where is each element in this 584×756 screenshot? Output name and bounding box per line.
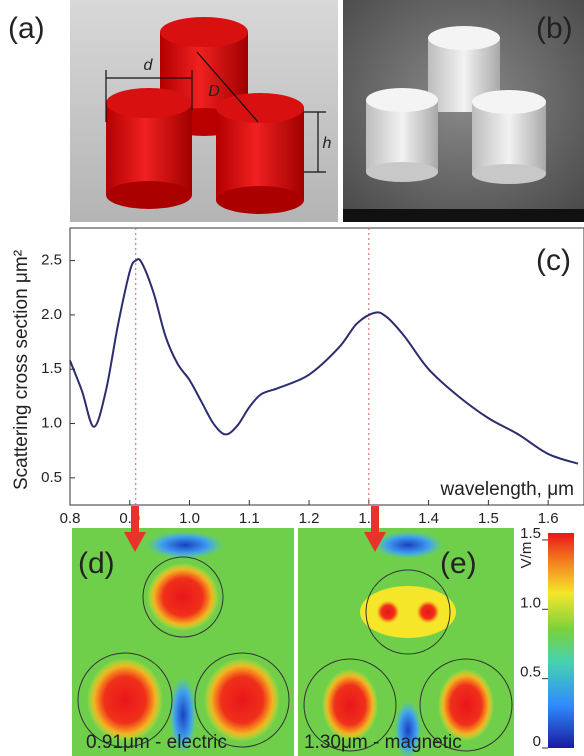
colorbar-tick-label: 1.0 — [520, 594, 541, 611]
panel-label: (a) — [8, 12, 45, 45]
y-tick-label: 2.0 — [41, 306, 62, 323]
schematic: d D h — [70, 0, 338, 222]
caption: 0.91μm - electric — [86, 732, 227, 753]
y-tick-label: 1.5 — [41, 360, 62, 377]
caption: 1.30μm - magnetic — [304, 732, 462, 753]
panel-label: (d) — [78, 547, 115, 580]
panel-label: (b) — [536, 12, 573, 45]
figure: d D h (a) (b) (c) Scattering cross secti… — [0, 0, 584, 756]
plot-frame — [70, 228, 584, 505]
colorbar-label: V/m — [518, 542, 535, 569]
x-tick-label: 1.0 — [179, 510, 200, 527]
x-axis-title: wavelength, μm — [440, 479, 574, 500]
y-axis-title: Scattering cross section μm² — [11, 250, 32, 490]
colorbar-tick-label: 1.5 — [520, 525, 541, 542]
y-tick-label: 1.0 — [41, 414, 62, 431]
x-tick-label: 1.1 — [239, 510, 260, 527]
field-map: (d) 0.91μm - electric — [72, 528, 294, 756]
field-map: (e) 1.30μm - magnetic — [298, 528, 514, 756]
colorbar-tick-label: 0 — [533, 733, 541, 750]
x-tick-label: 1.4 — [418, 510, 439, 527]
panel-label: (c) — [536, 244, 571, 277]
x-tick-label: 1.2 — [299, 510, 320, 527]
data-line — [70, 259, 578, 464]
y-tick-label: 2.5 — [41, 252, 62, 269]
line-chart: Scattering cross section μm² wavelength,… — [11, 228, 584, 527]
label-D: D — [208, 83, 220, 100]
colorbar: V/m 0 0.5 1.0 1.5 — [518, 525, 574, 750]
x-tick-label: 1.5 — [478, 510, 499, 527]
y-tick-label: 0.5 — [41, 469, 62, 486]
label-d: d — [144, 57, 154, 74]
colorbar-tick-label: 0.5 — [520, 664, 541, 681]
label-h: h — [323, 135, 332, 152]
panel-label: (e) — [440, 547, 477, 580]
x-tick-label: 0.8 — [60, 510, 81, 527]
